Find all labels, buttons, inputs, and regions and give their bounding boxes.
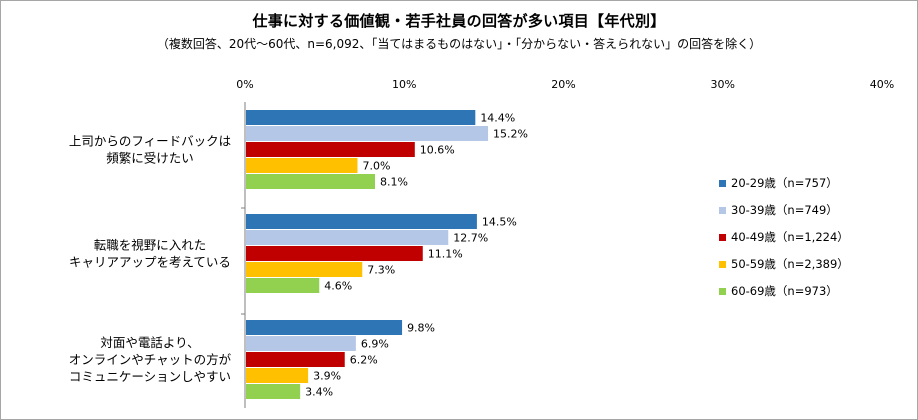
bar	[246, 142, 415, 157]
legend-swatch	[719, 207, 726, 214]
x-tick-label: 20%	[551, 78, 575, 91]
category-label: 頻繁に受けたい	[106, 151, 194, 166]
category-label: 上司からのフィードバックは	[69, 134, 231, 149]
bar	[246, 214, 477, 229]
bar	[246, 278, 320, 293]
data-label: 7.3%	[367, 264, 395, 277]
data-label: 6.2%	[350, 354, 378, 367]
category-label: キャリアアップを考えている	[69, 255, 231, 270]
category-label: オンラインやチャットの方が	[69, 352, 232, 367]
legend-label: 30-39歳（n=749）	[731, 203, 838, 217]
bar	[246, 174, 375, 189]
data-label: 15.2%	[493, 128, 528, 141]
legend-label: 40-49歳（n=1,224）	[731, 230, 849, 244]
data-label: 10.6%	[420, 144, 455, 157]
bar	[246, 126, 489, 141]
chart-title: 仕事に対する価値観・若手社員の回答が多い項目【年代別】	[252, 12, 666, 30]
category-label: 転職を視野に入れた	[94, 238, 207, 253]
bar	[246, 262, 363, 277]
legend-label: 60-69歳（n=973）	[731, 284, 838, 298]
bar	[246, 368, 309, 383]
bar	[246, 352, 345, 367]
data-label: 4.6%	[324, 280, 352, 293]
category-label: 対面や電話より、	[100, 335, 199, 350]
bar	[246, 336, 356, 351]
data-label: 6.9%	[361, 338, 389, 351]
bar	[246, 230, 449, 245]
bar	[246, 384, 301, 399]
chart-subtitle: （複数回答、20代～60代、n=6,092、「当てはまるものはない」・「分からな…	[156, 37, 762, 51]
bar	[246, 246, 423, 261]
data-label: 11.1%	[428, 248, 463, 261]
data-label: 14.4%	[480, 112, 515, 125]
data-label: 8.1%	[380, 176, 408, 189]
legend-label: 50-59歳（n=2,389）	[731, 257, 849, 271]
data-label: 12.7%	[453, 232, 488, 245]
data-label: 3.9%	[313, 370, 341, 383]
legend-swatch	[719, 288, 726, 295]
legend-swatch	[719, 261, 726, 268]
data-label: 9.8%	[407, 322, 435, 335]
x-tick-label: 40%	[870, 78, 894, 91]
data-label: 3.4%	[305, 386, 333, 399]
data-label: 7.0%	[362, 160, 390, 173]
category-label: コミュニケーションしやすい	[69, 369, 231, 384]
x-tick-label: 30%	[711, 78, 735, 91]
data-label: 14.5%	[482, 216, 517, 229]
legend-swatch	[719, 180, 726, 187]
legend-swatch	[719, 234, 726, 241]
x-tick-label: 0%	[236, 78, 253, 91]
bar	[246, 158, 358, 173]
legend-label: 20-29歳（n=757）	[731, 176, 838, 190]
bar	[246, 320, 403, 335]
bar	[246, 110, 476, 125]
x-tick-label: 10%	[392, 78, 416, 91]
